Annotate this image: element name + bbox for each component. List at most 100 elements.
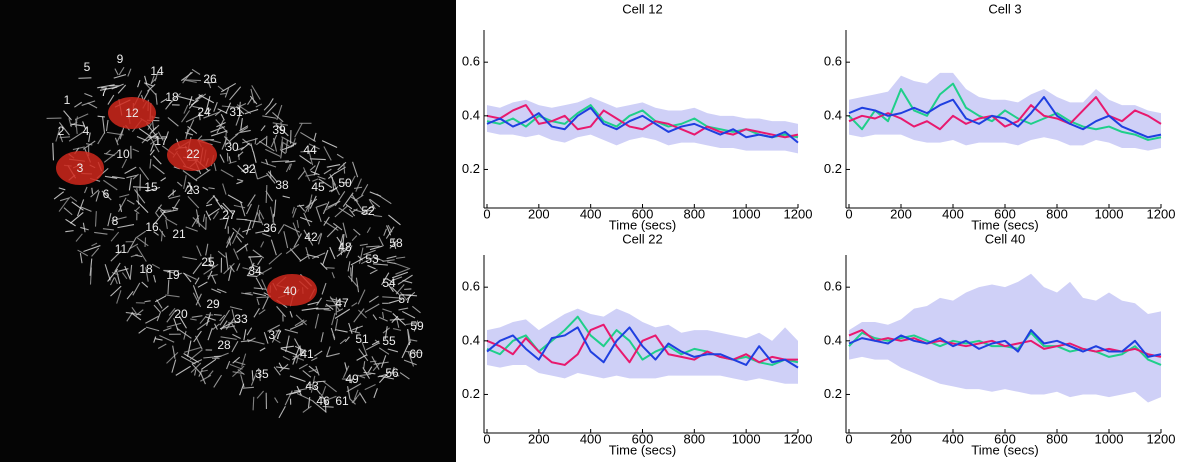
membrane: [68, 118, 72, 128]
membrane: [240, 118, 243, 130]
membrane: [302, 370, 312, 378]
membrane: [317, 233, 323, 245]
membrane: [222, 183, 227, 195]
membrane: [308, 143, 320, 150]
membrane: [175, 272, 182, 276]
membrane: [322, 381, 337, 393]
membrane: [247, 98, 253, 106]
membrane: [107, 212, 112, 227]
membrane: [387, 224, 393, 233]
membrane: [246, 327, 253, 336]
membrane: [369, 269, 378, 275]
membrane: [240, 129, 251, 134]
membrane: [208, 208, 220, 217]
membrane: [323, 309, 331, 311]
membrane: [265, 148, 281, 157]
x-tick-label: 800: [683, 431, 705, 446]
membrane: [145, 315, 159, 324]
membrane: [311, 252, 326, 259]
cell-label: 3: [77, 161, 84, 175]
membrane: [89, 267, 92, 285]
membrane: [196, 245, 202, 257]
membrane: [350, 255, 367, 266]
membrane: [104, 152, 115, 156]
membrane: [321, 282, 327, 295]
membrane: [292, 355, 305, 361]
membrane: [233, 360, 246, 366]
y-tick-label: 0.4: [462, 332, 480, 347]
membrane: [82, 222, 86, 233]
membrane: [189, 182, 192, 193]
membrane: [262, 296, 269, 310]
membrane: [291, 206, 295, 214]
membrane: [351, 208, 358, 213]
membrane: [372, 362, 381, 372]
cell-label: 55: [382, 334, 396, 348]
cell-label: 36: [263, 221, 277, 235]
cell-label: 8: [112, 214, 119, 228]
cell-label: 54: [382, 276, 396, 290]
membrane: [245, 203, 252, 215]
membrane: [402, 310, 416, 319]
highlighted-cells: [56, 97, 317, 306]
membrane: [63, 207, 73, 216]
membrane: [149, 136, 160, 153]
membrane: [351, 235, 358, 242]
series-line: [848, 82, 1162, 141]
membrane: [172, 198, 181, 210]
membrane: [132, 173, 139, 180]
membrane: [326, 226, 338, 238]
membrane: [382, 308, 393, 313]
membrane: [367, 264, 376, 270]
membrane: [317, 175, 326, 180]
membrane: [252, 163, 259, 180]
membrane: [70, 123, 85, 127]
x-tick-label: 600: [994, 206, 1016, 221]
cell-label: 41: [300, 347, 314, 361]
confidence-band: [849, 72, 1161, 151]
membrane: [205, 210, 212, 221]
membrane: [203, 263, 219, 275]
cell-label: 18: [165, 90, 179, 104]
x-tick-label: 1000: [1095, 431, 1124, 446]
membrane: [80, 206, 92, 212]
membrane: [282, 355, 291, 361]
membrane: [366, 342, 380, 351]
membrane: [192, 285, 199, 299]
membrane: [262, 115, 277, 119]
confidence-band: [487, 97, 798, 154]
membrane: [205, 243, 209, 256]
membrane: [83, 186, 88, 194]
cell-label: 48: [338, 240, 352, 254]
membrane: [242, 267, 250, 270]
membrane: [295, 314, 308, 326]
membrane: [296, 204, 305, 207]
membrane: [381, 272, 390, 286]
series-line: [486, 326, 799, 369]
membrane: [399, 372, 410, 380]
membrane: [219, 309, 230, 326]
membrane: [132, 148, 140, 153]
membrane: [331, 312, 336, 326]
cell-label: 35: [255, 367, 269, 381]
membrane: [300, 131, 316, 142]
membrane: [236, 243, 249, 253]
membrane: [63, 110, 72, 121]
membrane: [297, 170, 306, 180]
membrane: [236, 181, 243, 185]
line-chart: Cell 3 0.2 0.4 0.6 0 200 400 600 800 1000 1200 Time…: [824, 1, 1176, 232]
membrane: [267, 324, 281, 332]
membrane: [376, 193, 392, 205]
membrane: [320, 332, 324, 343]
membrane: [342, 222, 348, 238]
membrane: [359, 243, 368, 246]
x-tick-label: 600: [994, 431, 1016, 446]
membrane: [407, 329, 412, 343]
membrane: [121, 272, 128, 280]
membrane: [366, 245, 380, 248]
membrane: [110, 277, 115, 286]
membrane: [111, 216, 127, 222]
membrane: [229, 133, 239, 142]
membrane: [358, 247, 364, 264]
membrane: [307, 301, 320, 306]
